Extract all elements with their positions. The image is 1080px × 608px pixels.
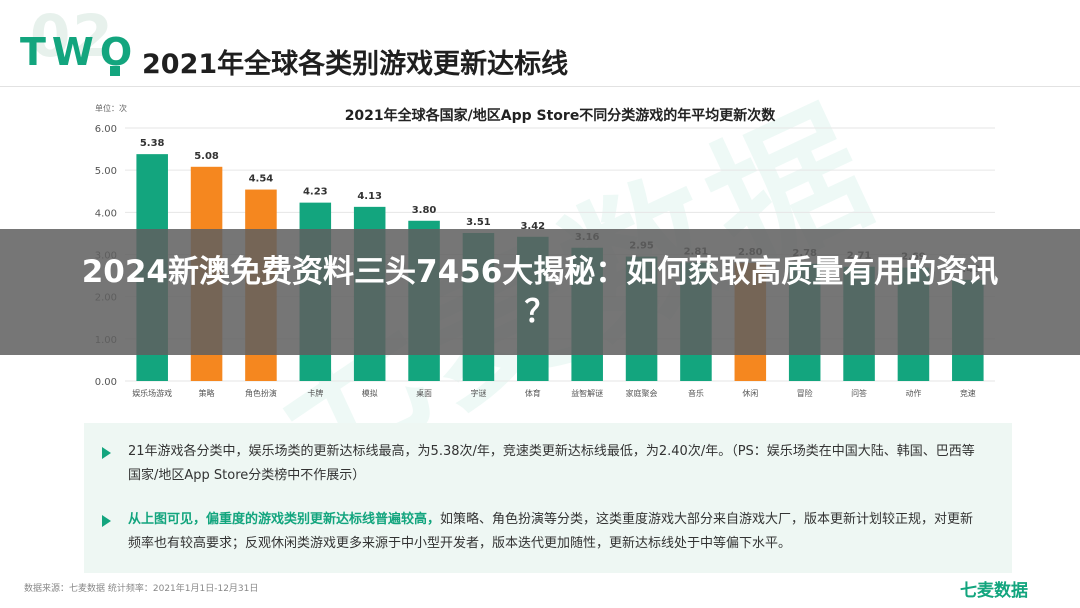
- x-tick-label: 家庭聚会: [626, 388, 658, 398]
- note-1-text: 21年游戏各分类中，娱乐场类的更新达标线最高，为5.38次/年，竞速类更新达标线…: [128, 444, 975, 483]
- y-tick-label: 4.00: [95, 208, 117, 219]
- bar-value-label: 4.23: [303, 187, 328, 198]
- section-dot: [110, 66, 120, 76]
- overlay-banner: 2024新澳免费资料三头7456大揭秘：如何获取高质量有用的资讯 ？: [0, 229, 1080, 355]
- x-tick-label: 卡牌: [307, 388, 323, 398]
- x-tick-label: 体育: [525, 388, 541, 398]
- banner-line-1: 2024新澳免费资料三头7456大揭秘：如何获取高质量有用的资讯: [81, 254, 999, 290]
- note-2-highlight: 从上图可见，偏重度的游戏类别更新达标线普遍较高，: [128, 512, 441, 527]
- note-2-body: 从上图可见，偏重度的游戏类别更新达标线普遍较高，如策略、角色扮演等分类，这类重度…: [128, 508, 986, 556]
- section-number: 02: [30, 2, 115, 70]
- bar-value-label: 3.42: [520, 221, 545, 232]
- x-tick-label: 桌面: [416, 388, 432, 398]
- x-tick-label: 模拟: [362, 388, 378, 398]
- x-tick-label: 娱乐场游戏: [132, 388, 172, 398]
- section-label: TWO: [20, 30, 139, 74]
- header: 02 TWO 2021年全球各类别游戏更新达标线: [0, 0, 1080, 87]
- header-divider: [0, 86, 1080, 87]
- y-tick-label: 5.00: [95, 166, 117, 177]
- x-tick-label: 策略: [199, 388, 215, 398]
- banner-line-2: ？: [524, 294, 556, 330]
- y-tick-label: 6.00: [95, 124, 117, 135]
- x-tick-label: 问答: [851, 388, 867, 398]
- note-1: 21年游戏各分类中，娱乐场类的更新达标线最高，为5.38次/年，竞速类更新达标线…: [102, 440, 986, 488]
- note-1-marker-icon: [102, 447, 111, 459]
- brand-logo: 七麦数据: [960, 581, 1028, 601]
- bar-value-label: 5.38: [140, 138, 165, 149]
- y-tick-label: 0.00: [95, 377, 117, 388]
- unit-label: 单位：次: [95, 103, 127, 113]
- footer: 数据来源：七麦数据 统计频率：2021年1月1日-12月31日 七麦数据: [0, 573, 1080, 608]
- notes-panel: 21年游戏各分类中，娱乐场类的更新达标线最高，为5.38次/年，竞速类更新达标线…: [84, 423, 1012, 573]
- chart-title: 2021年全球各国家/地区App Store不同分类游戏的年平均更新次数: [345, 107, 777, 124]
- bar-value-label: 4.13: [357, 191, 382, 202]
- x-tick-label: 动作: [905, 388, 921, 398]
- banner-headline: 2024新澳免费资料三头7456大揭秘：如何获取高质量有用的资讯 ？: [20, 252, 1060, 332]
- x-tick-label: 音乐: [688, 388, 704, 398]
- x-tick-label: 竞速: [960, 388, 976, 398]
- x-tick-label: 益智解谜: [571, 388, 603, 398]
- bar-value-label: 3.80: [412, 205, 437, 216]
- x-axis-ticks: 娱乐场游戏 策略 角色扮演 卡牌 模拟 桌面 字谜 体育 益智解谜 家庭聚会 音乐 休闲 冒险 问答 动作 竞…: [132, 388, 976, 398]
- note-2: 从上图可见，偏重度的游戏类别更新达标线普遍较高，如策略、角色扮演等分类，这类重度…: [102, 508, 986, 556]
- x-tick-label: 冒险: [797, 388, 813, 398]
- x-tick-label: 字谜: [470, 388, 486, 398]
- section-title: 2021年全球各类别游戏更新达标线: [142, 49, 569, 80]
- note-2-marker-icon: [102, 515, 111, 527]
- bar-value-label: 4.54: [249, 174, 274, 185]
- data-source: 数据来源：七麦数据 统计频率：2021年1月1日-12月31日: [24, 584, 259, 594]
- note-2-text: 如策略、角色扮演等分类，这类重度游戏大部分来自游戏大厂，版本更新计划较正规，对更…: [128, 512, 974, 551]
- x-tick-label: 角色扮演: [245, 388, 277, 398]
- bar-value-label: 5.08: [194, 151, 219, 162]
- x-tick-label: 休闲: [742, 388, 758, 398]
- bar-value-label: 3.51: [466, 217, 491, 228]
